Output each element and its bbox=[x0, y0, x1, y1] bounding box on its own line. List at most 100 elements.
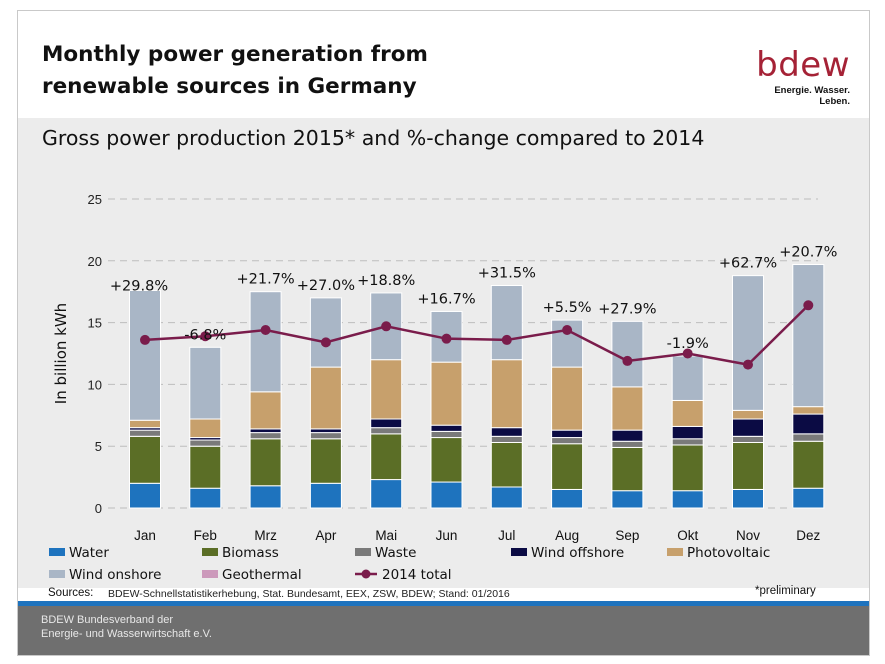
bar-segment bbox=[249, 485, 282, 509]
bar-segment bbox=[189, 445, 222, 489]
bar-segment bbox=[611, 429, 644, 442]
x-tick-label: Dez bbox=[796, 528, 820, 543]
percent-change-label: +18.8% bbox=[357, 273, 415, 289]
bar-segment bbox=[129, 482, 161, 509]
bar-segment bbox=[611, 320, 644, 388]
bar-segment bbox=[732, 409, 764, 420]
bar-segment bbox=[430, 361, 463, 426]
bar-segment bbox=[671, 355, 704, 401]
x-tick-label: Nov bbox=[736, 528, 760, 543]
bar-segment bbox=[611, 446, 644, 492]
bar-segment bbox=[551, 488, 584, 509]
x-tick-label: Jan bbox=[134, 528, 156, 543]
x-tick-label: Aug bbox=[555, 528, 579, 543]
legend-label: Geothermal bbox=[222, 567, 302, 583]
bar-segment bbox=[732, 488, 764, 509]
stacked-bar-chart: 0 5 10 15 20 25 In billion kWh Jan Feb Mrz Apr Mai J… bbox=[49, 192, 837, 583]
bar-segment bbox=[732, 418, 764, 437]
bar-segment bbox=[490, 427, 523, 437]
bar-segment bbox=[189, 346, 222, 420]
bar-segment bbox=[611, 440, 644, 448]
bar-segment bbox=[249, 428, 282, 434]
bar-segment bbox=[189, 439, 222, 447]
bar-segment bbox=[490, 285, 523, 361]
legend-label: 2014 total bbox=[382, 567, 452, 583]
percent-change-label: -1.9% bbox=[667, 336, 709, 352]
percent-change-label: +16.7% bbox=[417, 291, 475, 307]
legend-swatch bbox=[202, 548, 218, 556]
legend-label: Wind offshore bbox=[531, 545, 624, 561]
x-tick-label: Jun bbox=[436, 528, 458, 543]
bar-segment bbox=[309, 438, 342, 484]
preliminary-note: *preliminary bbox=[755, 585, 816, 597]
bar-segment bbox=[309, 366, 342, 430]
bar-segment bbox=[611, 490, 644, 509]
line-point bbox=[441, 333, 452, 344]
bar-segment bbox=[370, 418, 403, 429]
title-line-1: Monthly power generation from bbox=[42, 42, 428, 67]
legend-swatch bbox=[355, 548, 371, 556]
bar-segment bbox=[249, 291, 282, 393]
slide-title: Monthly power generation from renewable … bbox=[42, 39, 502, 103]
bar-segment bbox=[551, 366, 584, 431]
bar-segment bbox=[309, 297, 342, 368]
bar-segment bbox=[129, 429, 161, 437]
legend-label: Biomass bbox=[222, 545, 279, 561]
bar-segment bbox=[792, 433, 825, 442]
bar-segment bbox=[792, 406, 825, 415]
percent-change-label: +21.7% bbox=[236, 272, 294, 288]
x-tick-label: Mrz bbox=[254, 528, 277, 543]
line-point bbox=[260, 325, 271, 336]
x-tick-label: Feb bbox=[194, 528, 217, 543]
bar-segment bbox=[792, 264, 825, 408]
x-tick-label: Sep bbox=[615, 528, 639, 543]
line-point bbox=[381, 321, 392, 332]
line-point bbox=[140, 334, 150, 345]
bar-segment bbox=[671, 438, 704, 446]
bar-segment bbox=[129, 435, 161, 484]
bar-segment bbox=[732, 435, 764, 443]
line-point bbox=[501, 334, 512, 345]
y-axis-label: In billion kWh bbox=[52, 303, 70, 404]
bar-segment bbox=[611, 386, 644, 431]
percent-change-label: +27.9% bbox=[598, 301, 656, 317]
percent-change-label: +62.7% bbox=[719, 256, 777, 272]
logo-wordmark: bdew bbox=[756, 45, 850, 85]
logo-tagline: Energie. Wasser. Leben. bbox=[774, 85, 850, 107]
bar-segment bbox=[792, 440, 825, 489]
legend-swatch bbox=[511, 548, 527, 556]
chart-subtitle: Gross power production 2015* and %-chang… bbox=[42, 126, 705, 150]
legend-swatch bbox=[49, 570, 65, 578]
bar-segment bbox=[189, 418, 222, 439]
footer-bar: BDEW Bundesverband der Energie- und Wass… bbox=[18, 606, 869, 655]
bar-segment bbox=[551, 437, 584, 445]
bar-segment bbox=[671, 490, 704, 509]
footer-line-2: Energie- und Wasserwirtschaft e.V. bbox=[41, 628, 212, 640]
bar-segment bbox=[370, 433, 403, 481]
bar-segment bbox=[430, 430, 463, 439]
bar-segment bbox=[370, 427, 403, 435]
bar-segment bbox=[430, 437, 463, 483]
bar-segment bbox=[249, 391, 282, 430]
bar-segment bbox=[249, 438, 282, 487]
blue-divider bbox=[18, 601, 869, 606]
line-point bbox=[743, 359, 753, 370]
percent-change-label: +20.7% bbox=[779, 245, 837, 261]
y-tick-label: 20 bbox=[88, 254, 102, 269]
y-tick-label: 15 bbox=[88, 316, 102, 331]
legend-label: Water bbox=[69, 545, 109, 561]
legend-line-marker bbox=[361, 569, 371, 579]
bar-segment bbox=[792, 413, 825, 435]
line-point bbox=[803, 300, 814, 311]
x-tick-label: Okt bbox=[677, 528, 698, 543]
bar-segment bbox=[309, 482, 342, 509]
line-point bbox=[562, 325, 573, 336]
bar-segment bbox=[551, 443, 584, 490]
y-tick-label: 5 bbox=[95, 439, 102, 454]
legend-swatch bbox=[667, 548, 683, 556]
bar-segment bbox=[732, 441, 764, 490]
bar-segment bbox=[490, 441, 523, 488]
bar-segment bbox=[370, 479, 403, 509]
bar-segment bbox=[189, 487, 222, 509]
x-tick-label: Jul bbox=[498, 528, 515, 543]
